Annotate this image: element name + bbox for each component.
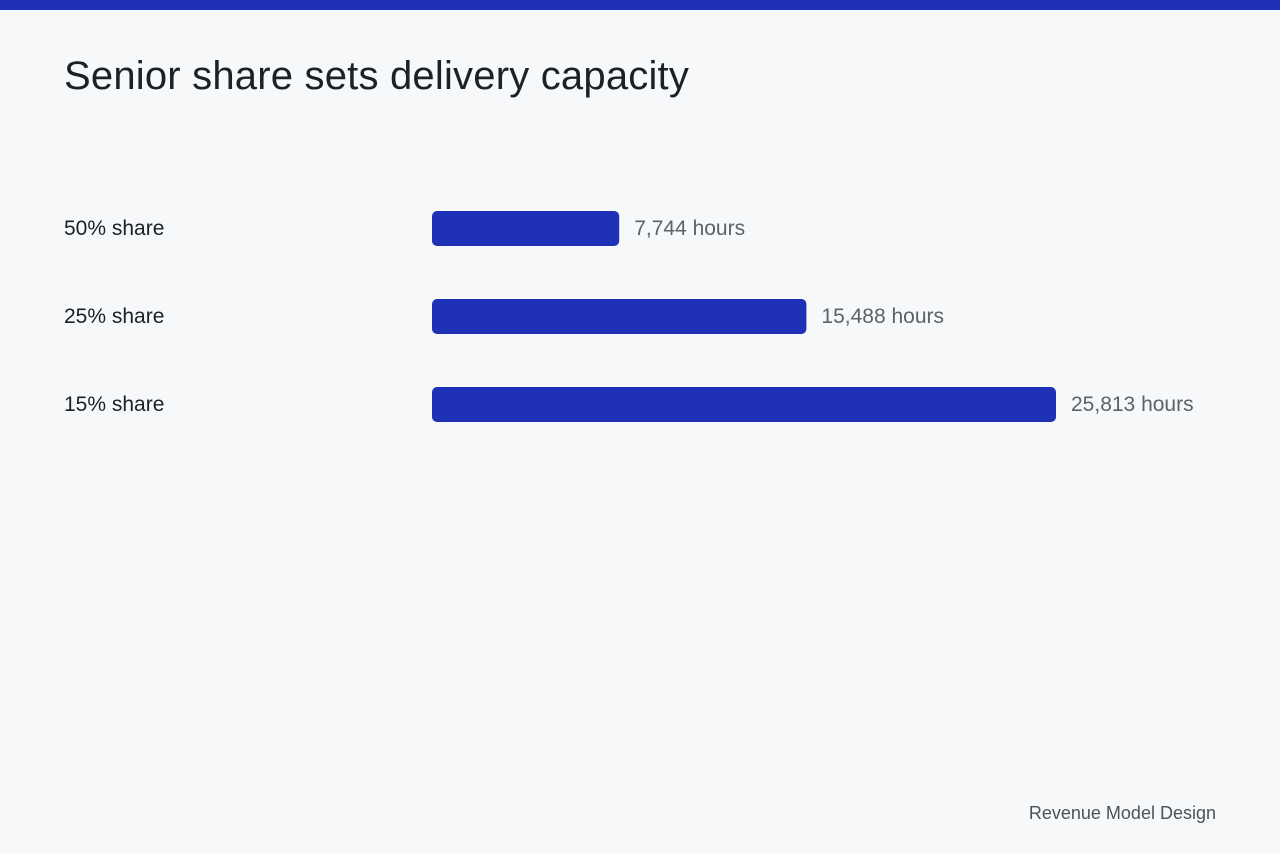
bar bbox=[432, 299, 807, 334]
bar bbox=[432, 211, 620, 246]
category-label: 50% share bbox=[64, 217, 164, 240]
footer-label: Revenue Model Design bbox=[1028, 803, 1216, 823]
bar bbox=[432, 387, 1056, 422]
page-title: Senior share sets delivery capacity bbox=[64, 54, 690, 98]
category-label: 15% share bbox=[64, 393, 164, 416]
category-label: 25% share bbox=[64, 305, 164, 328]
top-accent-bar bbox=[0, 0, 1280, 10]
value-label: 15,488 hours bbox=[821, 305, 944, 328]
value-label: 7,744 hours bbox=[634, 217, 745, 240]
chart-rows: 50% share 7,744 hours 25% share 15,488 hour… bbox=[64, 211, 1194, 422]
value-label: 25,813 hours bbox=[1071, 393, 1194, 416]
